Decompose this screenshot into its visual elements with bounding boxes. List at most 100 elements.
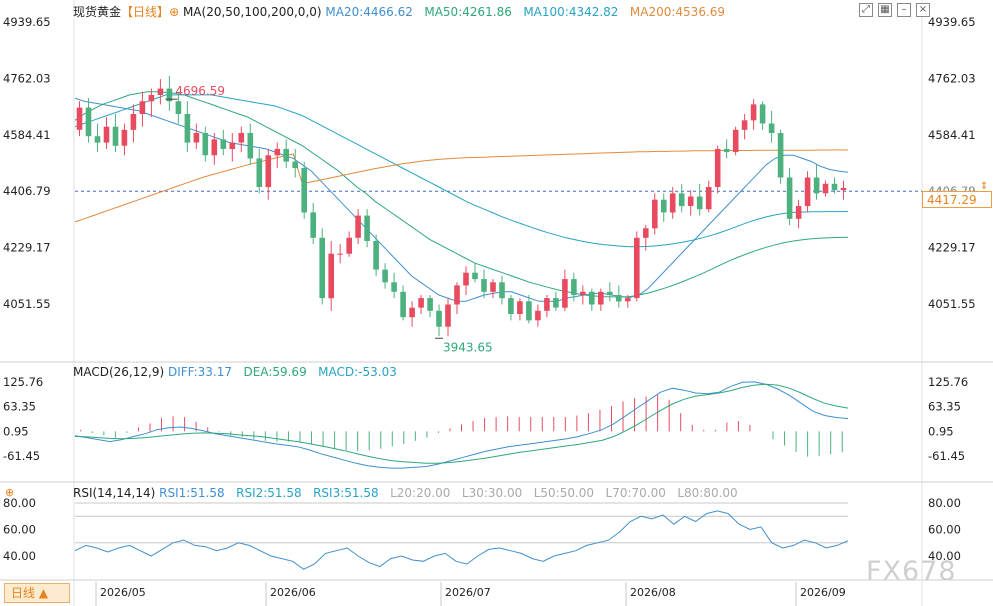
price-axis-label-right: 4229.17 (928, 241, 976, 255)
macd-diff: DIFF:33.17 (167, 365, 233, 379)
candle (139, 101, 146, 114)
candle (652, 199, 658, 229)
price-axis-label-left: 4229.17 (3, 241, 51, 255)
date-axis-label: 2026/05 (100, 586, 146, 599)
candle (481, 279, 487, 292)
rsi3-value: RSI3:51.58 (313, 486, 379, 500)
candle (391, 282, 397, 292)
candle (750, 104, 757, 121)
price-axis-label-left: 4406.79 (3, 184, 51, 198)
watermark-logo: FX678 (866, 556, 957, 587)
candle (678, 193, 685, 207)
candle (238, 133, 245, 143)
candle (499, 282, 505, 299)
candle (831, 183, 838, 191)
rsi-label: RSI(14,14,14) (73, 486, 156, 500)
candle (687, 196, 694, 206)
high-annotation: 4696.59 (175, 84, 225, 98)
ma20-line (74, 97, 849, 302)
date-axis-label: 2026/07 (445, 586, 491, 599)
candle (130, 114, 137, 130)
candle (229, 142, 236, 149)
rsi-axis-label-right: 80.00 (928, 496, 961, 510)
date-axis-label: 2026/08 (630, 586, 676, 599)
candle (346, 237, 352, 254)
instrument-title: 现货黄金 (73, 5, 122, 19)
candle (804, 177, 811, 207)
macd-axis-label-right: 63.35 (928, 400, 961, 414)
expand-icon[interactable]: ⤢ (859, 3, 873, 17)
settings-icon[interactable]: ⊕ (169, 5, 180, 19)
candle (571, 279, 577, 295)
minimize-icon[interactable]: – (897, 3, 911, 17)
candle (337, 253, 343, 255)
rsi-legend: RSI(14,14,14) RSI1:51.58 RSI2:51.58 RSI3… (73, 486, 738, 500)
price-axis-label-left: 4939.65 (3, 15, 51, 29)
candle (544, 298, 550, 311)
candle (589, 291, 595, 305)
macd-legend: MACD(26,12,9) DIFF:33.17 DEA:59.69 MACD:… (73, 365, 397, 379)
candle (247, 133, 254, 159)
candle (193, 133, 200, 143)
rsi-l30: L30:30.00 (461, 486, 523, 500)
candle (373, 241, 379, 270)
candle (580, 291, 586, 295)
macd-axis-label-left: 125.76 (3, 375, 43, 389)
candle (148, 94, 155, 102)
candle (741, 120, 748, 130)
date-axis-label: 2026/09 (800, 586, 846, 599)
ma20-value: MA20:4466.62 (325, 5, 413, 19)
candle (274, 148, 281, 156)
candle (103, 126, 110, 143)
rsi1-value: RSI1:51.58 (159, 486, 225, 500)
rsi-axis-label-left: 60.00 (3, 523, 36, 537)
candle (175, 101, 182, 114)
macd-value: MACD:-53.03 (318, 365, 397, 379)
close-icon[interactable]: × (916, 3, 930, 17)
candle (184, 114, 191, 143)
price-axis-label-right: 4939.65 (928, 15, 976, 29)
rsi-axis-label-left: 80.00 (3, 496, 36, 510)
macd-axis-label-right: -61.45 (928, 449, 965, 463)
macd-axis-label-right: 125.76 (928, 375, 968, 389)
candle (616, 295, 622, 302)
candle (409, 307, 415, 318)
crosshair-icon[interactable]: ⊕ (5, 486, 15, 499)
candle (714, 148, 721, 187)
dea-line (74, 383, 849, 464)
candle (669, 193, 676, 213)
candle (508, 298, 514, 314)
period-selector-button[interactable]: 日线 ▲ (4, 583, 70, 603)
candle (157, 88, 164, 95)
macd-axis-label-left: 63.35 (3, 400, 36, 414)
rsi-l50: L50:50.00 (533, 486, 595, 500)
diff-line (74, 381, 849, 469)
price-axis-label-right: 4051.55 (928, 297, 976, 311)
candle (526, 301, 532, 321)
candle (301, 168, 307, 213)
candle (822, 183, 829, 194)
price-axis-label-right: 4584.41 (928, 128, 976, 142)
candle (319, 237, 325, 299)
rsi-line (74, 510, 849, 570)
candle (634, 237, 640, 299)
candle (112, 126, 119, 146)
rsi-l80: L80:80.00 (677, 486, 738, 500)
candle (400, 291, 406, 318)
candle (364, 215, 370, 241)
rsi-axis-label-right: 60.00 (928, 523, 961, 537)
grid-icon[interactable]: ▦ (878, 3, 892, 17)
macd-dea: DEA:59.69 (243, 365, 307, 379)
candle (607, 291, 613, 295)
ma100-value: MA100:4342.82 (523, 5, 619, 19)
candle (517, 301, 523, 314)
candle (463, 272, 469, 286)
candle (768, 123, 775, 133)
candle (427, 298, 433, 311)
candle (121, 129, 128, 146)
price-axis-label-left: 4762.03 (3, 71, 51, 85)
low-annotation: 3943.65 (443, 340, 493, 354)
header-legend: 现货黄金【日线】⊕ MA(20,50,100,200,0,0) MA20:446… (73, 5, 725, 19)
price-axis-label-right: 4762.03 (928, 71, 976, 85)
